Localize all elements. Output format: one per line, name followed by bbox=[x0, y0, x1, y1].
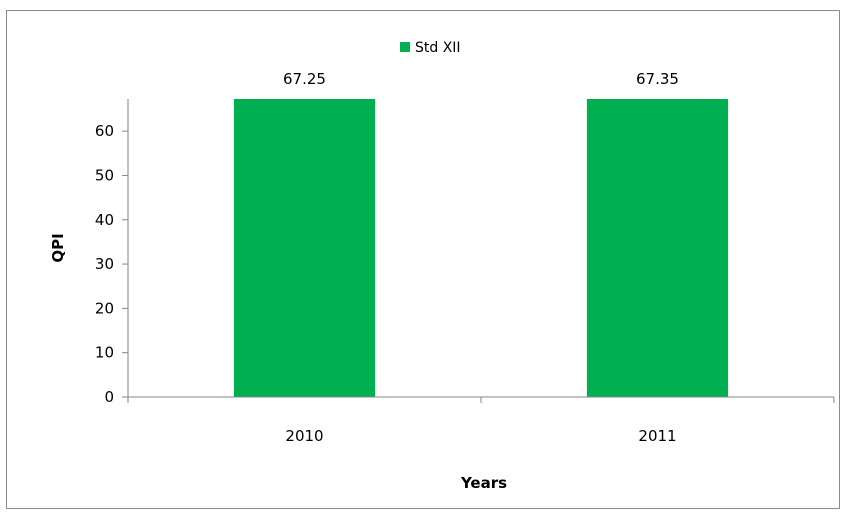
x-tick-label-2010: 2010 bbox=[285, 427, 323, 445]
legend: Std XII bbox=[400, 40, 461, 56]
bar-2010 bbox=[233, 99, 376, 397]
legend-label-std-xii: Std XII bbox=[415, 40, 461, 56]
y-tick-label: 50 bbox=[95, 166, 114, 184]
y-tick-label: 40 bbox=[95, 211, 114, 229]
y-tick-label: 0 bbox=[104, 388, 114, 406]
data-label-2011: 67.35 bbox=[636, 70, 679, 88]
y-tick-label: 60 bbox=[95, 122, 114, 140]
x-tick-label-2011: 2011 bbox=[638, 427, 676, 445]
bar-2011 bbox=[586, 99, 729, 397]
y-axis-title: QPI bbox=[49, 233, 67, 262]
legend-swatch-std-xii bbox=[400, 42, 410, 52]
y-tick-label: 30 bbox=[95, 255, 114, 273]
y-tick-label: 20 bbox=[95, 299, 114, 317]
data-label-2010: 67.25 bbox=[283, 70, 326, 88]
y-tick-label: 10 bbox=[95, 344, 114, 362]
x-axis-title: Years bbox=[460, 474, 507, 492]
